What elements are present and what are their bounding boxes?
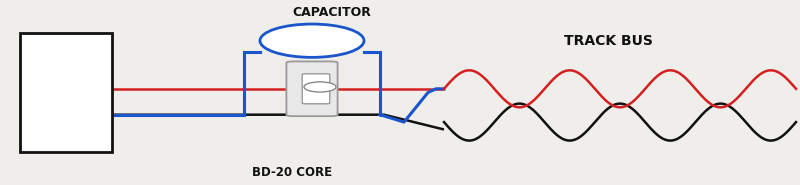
Text: CAPACITOR: CAPACITOR (293, 6, 371, 18)
Ellipse shape (304, 82, 336, 92)
FancyBboxPatch shape (20, 33, 112, 152)
FancyBboxPatch shape (286, 61, 338, 116)
Text: TRACK BUS: TRACK BUS (563, 34, 653, 48)
Ellipse shape (260, 24, 364, 57)
Text: DCC
BOOSTER: DCC BOOSTER (30, 78, 102, 107)
FancyBboxPatch shape (302, 74, 330, 104)
Text: BD-20 CORE: BD-20 CORE (252, 166, 332, 179)
